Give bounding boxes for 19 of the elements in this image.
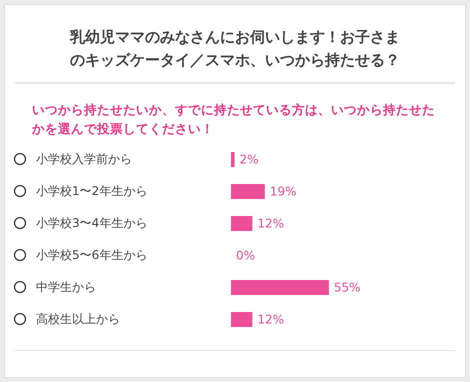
data-label: 19% [270, 184, 296, 198]
y-tick-label: 小学校5〜6年生から [36, 248, 148, 262]
bar [231, 312, 252, 327]
y-tick-label: 小学校1〜2年生から [36, 184, 148, 198]
bar [231, 216, 252, 231]
bar [231, 184, 265, 199]
data-label: 2% [240, 152, 259, 166]
y-tick-label: 小学校入学前から [36, 152, 132, 166]
data-label: 0% [236, 248, 256, 262]
bar [231, 280, 329, 295]
y-tick-label: 中学生から [36, 280, 96, 294]
bar [231, 152, 235, 167]
y-tick-label: 小学校3〜4年生から [36, 216, 148, 230]
chart-subtitle: いつから持たせたいか、すでに持たせている方は、いつから持たせたかを選んで投票してください！ [32, 101, 436, 138]
data-label: 12% [257, 216, 284, 230]
chart-title: 乳幼児ママのみなさんにお伺いします！お子さまのキッズケータイ／スマホ、いつから持たせる？ [68, 27, 401, 71]
data-label: 55% [334, 280, 361, 294]
y-tick-label: 高校生以上から [36, 312, 120, 326]
data-label: 12% [257, 312, 284, 326]
